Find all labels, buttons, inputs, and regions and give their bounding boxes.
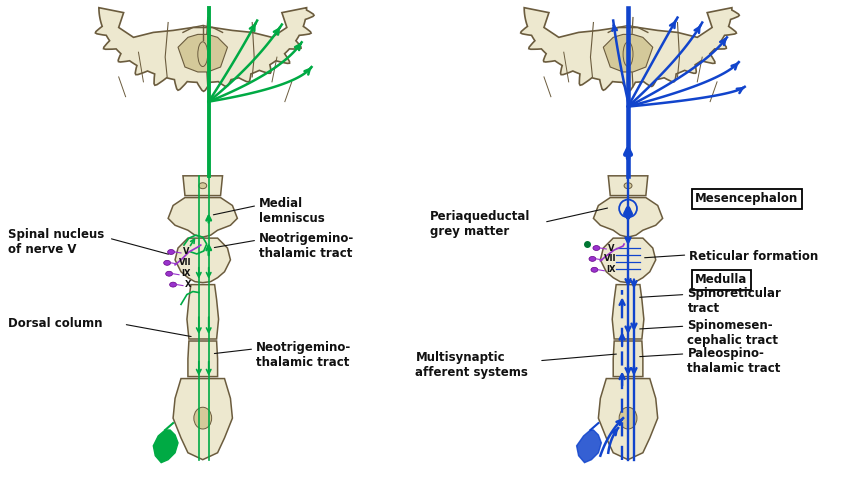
Text: V: V [183, 248, 190, 256]
Text: V: V [609, 244, 615, 252]
Ellipse shape [166, 271, 173, 276]
Text: IX: IX [181, 269, 190, 278]
Text: Periaqueductal
grey matter: Periaqueductal grey matter [430, 211, 530, 239]
Polygon shape [604, 34, 653, 72]
Text: Dorsal column: Dorsal column [8, 317, 102, 330]
Text: Multisynaptic
afferent systems: Multisynaptic afferent systems [416, 351, 528, 379]
Polygon shape [187, 284, 218, 339]
Ellipse shape [619, 407, 637, 429]
Ellipse shape [589, 256, 596, 261]
Polygon shape [175, 238, 230, 282]
Ellipse shape [167, 250, 174, 254]
Text: Spinal nucleus
of nerve V: Spinal nucleus of nerve V [8, 228, 105, 256]
Polygon shape [173, 379, 232, 460]
Ellipse shape [593, 246, 600, 250]
Text: Neotrigemino-
thalamic tract: Neotrigemino- thalamic tract [259, 232, 354, 260]
Polygon shape [609, 176, 648, 196]
Polygon shape [600, 238, 655, 282]
Ellipse shape [198, 42, 207, 66]
Polygon shape [598, 379, 658, 460]
Polygon shape [168, 198, 237, 237]
Ellipse shape [164, 260, 171, 265]
Text: Reticular formation: Reticular formation [689, 250, 819, 263]
Polygon shape [153, 430, 178, 463]
Polygon shape [612, 284, 643, 339]
Polygon shape [593, 198, 663, 237]
Polygon shape [183, 176, 223, 196]
Polygon shape [178, 34, 228, 72]
Text: Neotrigemino-
thalamic tract: Neotrigemino- thalamic tract [256, 341, 351, 369]
Ellipse shape [623, 42, 633, 66]
Text: VII: VII [179, 258, 191, 267]
Text: Spinoreticular
tract: Spinoreticular tract [688, 286, 781, 314]
Ellipse shape [591, 267, 598, 272]
Text: Medulla: Medulla [695, 273, 748, 286]
Polygon shape [576, 430, 601, 463]
Text: X: X [185, 280, 191, 289]
Polygon shape [613, 341, 643, 377]
Text: VII: VII [604, 254, 617, 263]
Text: Medial
lemniscus: Medial lemniscus [259, 197, 325, 225]
Text: Paleospino-
thalamic tract: Paleospino- thalamic tract [688, 347, 781, 375]
Polygon shape [188, 341, 218, 377]
Text: Mesencephalon: Mesencephalon [695, 192, 798, 205]
Text: IX: IX [606, 265, 615, 274]
Polygon shape [95, 7, 314, 91]
Ellipse shape [624, 183, 632, 189]
Ellipse shape [194, 407, 212, 429]
Polygon shape [521, 7, 740, 91]
Ellipse shape [199, 183, 207, 189]
Text: Spinomesen-
cephalic tract: Spinomesen- cephalic tract [688, 319, 779, 347]
Ellipse shape [170, 282, 177, 287]
